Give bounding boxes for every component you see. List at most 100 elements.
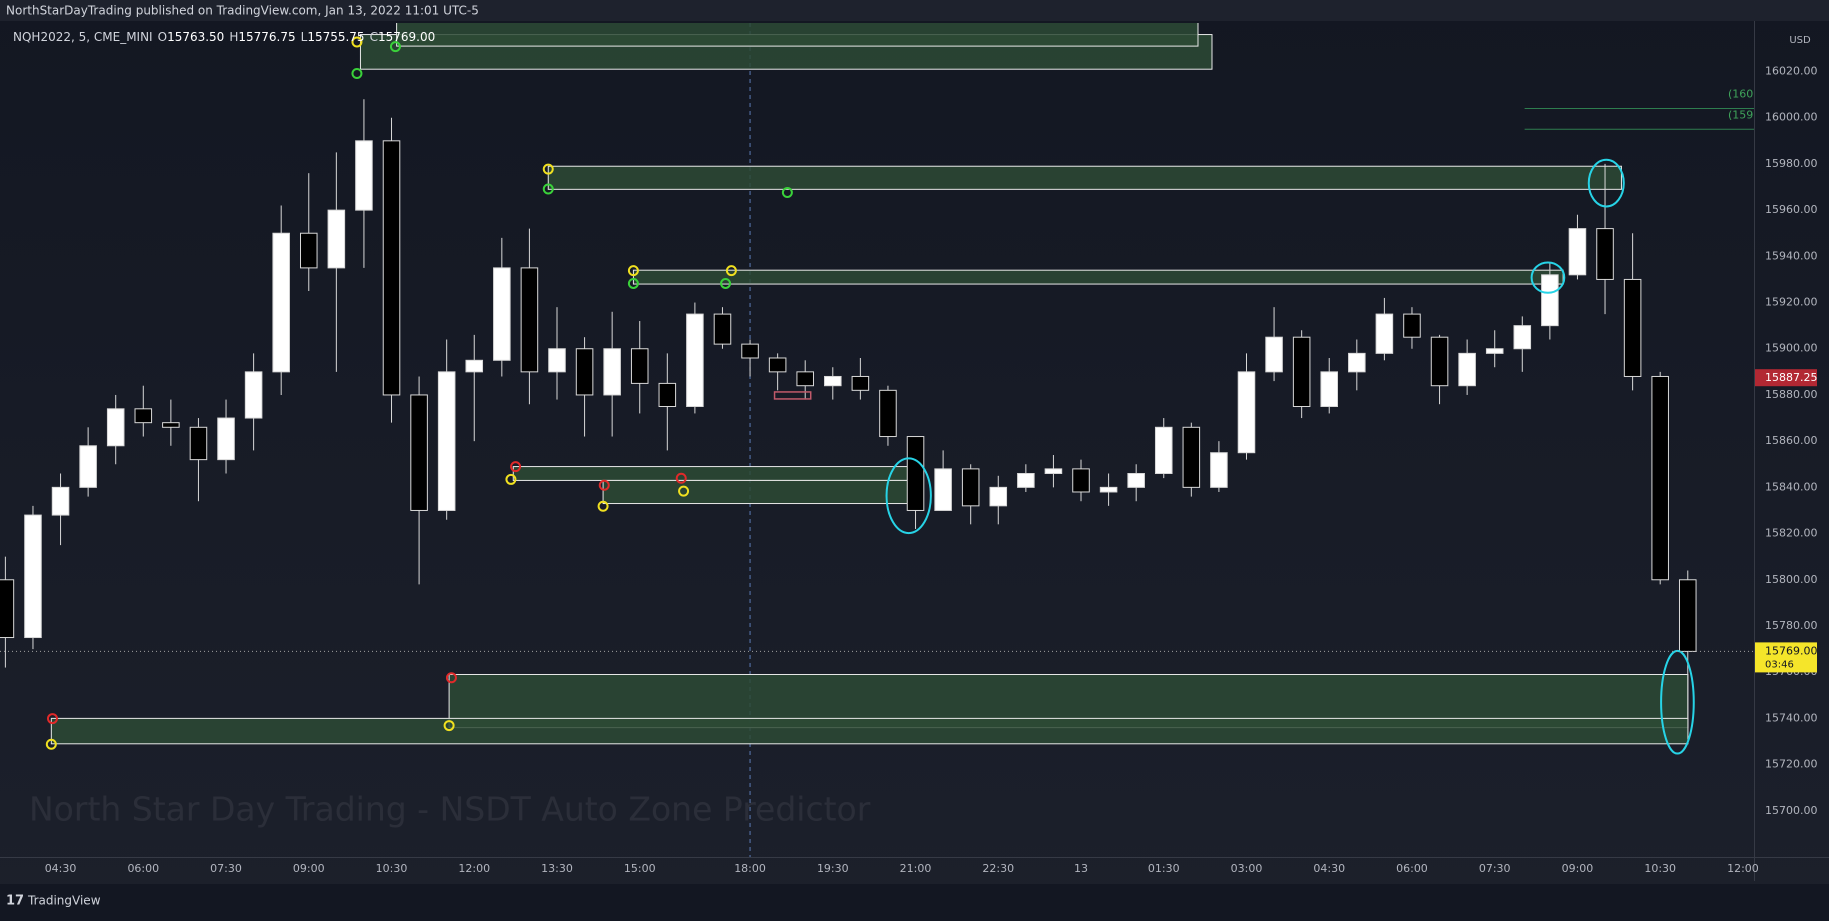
candle-body: [24, 514, 42, 639]
candle-body: [879, 389, 897, 438]
y-tick-label: 15920.00: [1765, 296, 1818, 309]
hand-circle: [1530, 261, 1566, 294]
ohlc-legend: NQH2022, 5, CME_MINI O15763.50 H15776.75 L1…: [13, 30, 435, 44]
candle-body: [410, 394, 428, 511]
candle-body: [1348, 352, 1366, 373]
x-tick-label: 10:30: [376, 862, 408, 875]
candle-body: [741, 343, 759, 359]
zone: [547, 165, 1622, 190]
candle-body: [934, 468, 952, 511]
candle-body: [189, 426, 208, 461]
candle-body: [1541, 274, 1559, 327]
y-tick-label: 15740.00: [1765, 711, 1818, 724]
x-tick-label: 22:30: [982, 862, 1014, 875]
candle-body: [1651, 375, 1669, 581]
hand-mark: [445, 672, 457, 684]
candle-body: [906, 436, 925, 511]
candle-body: [1265, 336, 1283, 373]
candle-body: [713, 313, 732, 345]
x-tick-label: 12:00: [458, 862, 490, 875]
zone: [602, 479, 923, 505]
y-tick-label: 15720.00: [1765, 758, 1818, 771]
candle-body: [1154, 426, 1173, 474]
legend-text: 15776.75: [238, 30, 295, 44]
legend-text: 15755.75: [307, 30, 364, 44]
footer-brand: TradingView: [27, 894, 101, 908]
hand-mark: [542, 163, 554, 175]
candle-body: [79, 445, 97, 488]
footer-logo: 17: [6, 894, 24, 909]
y-tick-label: 16000.00: [1765, 111, 1818, 124]
price-tag-label: 15769.00: [1765, 644, 1818, 657]
y-tick-label: 15940.00: [1765, 249, 1818, 262]
hand-mark: [443, 720, 455, 732]
hand-mark: [627, 277, 639, 289]
legend-text: C: [370, 30, 378, 44]
hand-mark: [781, 186, 793, 198]
legend-text: NQH2022, 5, CME_MINI: [13, 30, 153, 44]
hand-mark: [45, 738, 57, 750]
currency-label: USD: [1789, 35, 1811, 46]
y-tick-label: 15840.00: [1765, 480, 1818, 493]
x-tick-label: 18:00: [734, 862, 766, 875]
candle-body: [299, 232, 318, 269]
x-tick-label: 04:30: [45, 862, 77, 875]
hand-mark: [720, 277, 732, 289]
legend-text: O: [158, 30, 167, 44]
candle-body: [1237, 371, 1256, 454]
x-tick-label: 13: [1074, 862, 1088, 875]
x-tick-label: 09:00: [293, 862, 325, 875]
hand-mark: [46, 713, 58, 725]
candle-body: [1513, 325, 1532, 350]
price-tag-label: 15887.25: [1765, 371, 1818, 384]
candle-body: [1458, 352, 1476, 387]
y-tick-label: 15900.00: [1765, 342, 1818, 355]
candle-body: [355, 140, 373, 211]
candle-body: [1485, 348, 1504, 354]
candle-body: [465, 359, 484, 373]
x-tick-label: 15:00: [624, 862, 656, 875]
x-tick-label: 21:00: [900, 862, 932, 875]
hand-mark: [542, 183, 554, 195]
y-tick-label: 15780.00: [1765, 619, 1818, 632]
y-tick-label: 15700.00: [1765, 804, 1818, 817]
candle-body: [686, 313, 704, 408]
y-tick-label: 15880.00: [1765, 388, 1818, 401]
candle-body: [1292, 336, 1311, 408]
candle-body: [824, 375, 842, 387]
candle-body: [106, 408, 125, 447]
candle-body: [1182, 426, 1201, 488]
candle-body: [575, 348, 594, 396]
candle-body: [1320, 371, 1339, 408]
x-tick-label: 03:00: [1231, 862, 1263, 875]
footer-bar: [0, 884, 1829, 921]
hand-mark: [351, 36, 363, 48]
price-tag: [1755, 369, 1817, 387]
candle-body: [327, 209, 346, 269]
zone: [512, 466, 923, 481]
candle-body: [0, 579, 15, 639]
watermark: North Star Day Trading - NSDT Auto Zone …: [29, 790, 871, 829]
hand-mark: [598, 479, 610, 491]
candle-body: [1375, 313, 1394, 354]
x-tick-label: 06:00: [1396, 862, 1428, 875]
hand-mark: [597, 500, 609, 512]
candle-body: [961, 468, 980, 507]
legend-text: H: [229, 30, 238, 44]
hand-mark: [627, 265, 639, 277]
x-tick-label: 07:30: [210, 862, 242, 875]
y-tick-label: 15960.00: [1765, 203, 1818, 216]
hand-mark: [725, 265, 737, 277]
candle-body: [520, 267, 539, 373]
hand-mark: [678, 485, 690, 497]
legend-text: L: [301, 30, 308, 44]
candle-body: [1623, 278, 1642, 377]
candle-body: [989, 486, 1008, 507]
candle-body: [437, 371, 456, 511]
candle-body: [162, 422, 180, 428]
legend-text: 15769.00: [378, 30, 435, 44]
y-tick-label: 15820.00: [1765, 527, 1818, 540]
price-tag: [1755, 642, 1817, 673]
plot-area: (1600 (159: [0, 23, 1754, 857]
